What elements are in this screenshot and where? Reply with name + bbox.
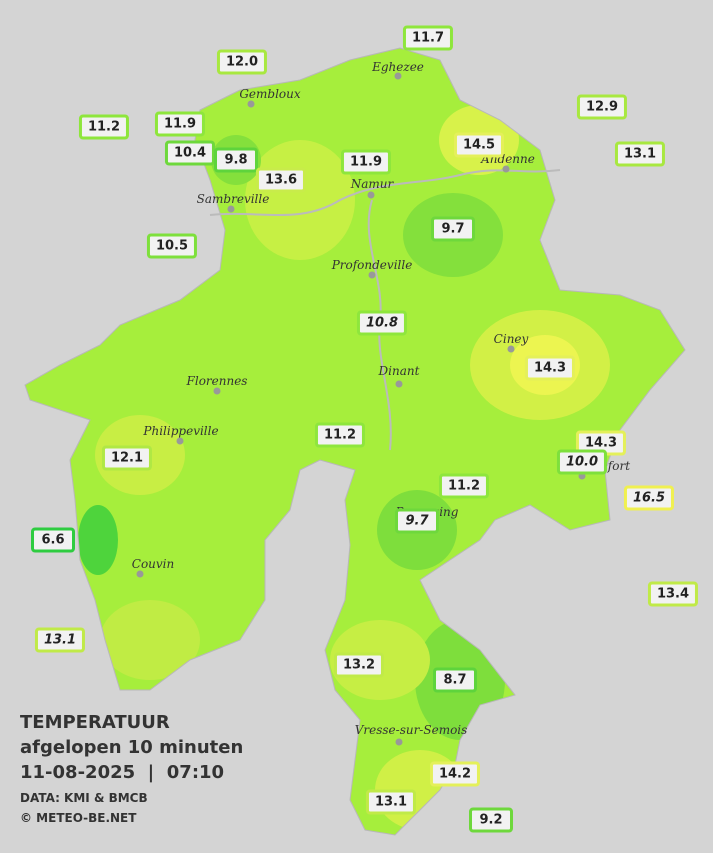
station-value: 11.9 — [340, 149, 392, 175]
legend-title: TEMPERATUUR — [20, 712, 170, 733]
station-value: 11.2 — [314, 422, 366, 448]
town-name: Dinant — [378, 364, 420, 378]
station-value: 9.7 — [431, 216, 475, 242]
legend-source: DATA: KMI & BMCB — [20, 791, 148, 805]
station-value: 13.6 — [255, 167, 307, 193]
station-value: 12.9 — [576, 94, 628, 120]
town-marker — [368, 271, 376, 279]
station-value: 6.6 — [31, 527, 75, 553]
station-value: 13.4 — [647, 581, 699, 607]
station-value: 10.4 — [164, 140, 216, 166]
town-marker — [227, 205, 235, 213]
station-value: 10.8 — [356, 310, 408, 336]
station-value: 13.1 — [34, 627, 86, 653]
station-value: 14.3 — [524, 355, 576, 381]
station-value: 14.2 — [429, 761, 481, 787]
town-name: Vresse-sur-Semois — [354, 723, 468, 737]
legend-datetime: 11-08-2025 | 07:10 — [20, 762, 225, 783]
station-value: 9.7 — [395, 508, 439, 534]
town-name: Couvin — [131, 557, 175, 571]
town-name: Ciney — [493, 332, 529, 346]
station-value: 10.0 — [556, 449, 608, 475]
station-value: 12.1 — [101, 445, 153, 471]
town-name: Namur — [350, 177, 394, 191]
town-marker — [395, 380, 403, 388]
town-marker — [367, 191, 375, 199]
town-marker — [507, 345, 515, 353]
station-value: 13.2 — [333, 652, 385, 678]
station-value: 11.2 — [438, 473, 490, 499]
station-value: 10.5 — [146, 233, 198, 259]
station-value: 11.9 — [154, 111, 206, 137]
legend-copyright: © METEO-BE.NET — [20, 811, 137, 825]
town-name: Eghezee — [372, 60, 424, 74]
station-value: 8.7 — [433, 667, 477, 693]
town-marker — [502, 165, 510, 173]
town-marker — [176, 437, 184, 445]
town-marker — [395, 738, 403, 746]
station-value: 12.0 — [216, 49, 268, 75]
station-value: 13.1 — [614, 141, 666, 167]
town-name: Profondeville — [331, 258, 413, 272]
station-value: 13.1 — [365, 789, 417, 815]
town-marker — [247, 100, 255, 108]
town-marker — [213, 387, 221, 395]
station-value: 9.8 — [214, 147, 258, 173]
legend-period: afgelopen 10 minuten — [20, 737, 244, 758]
station-value: 14.5 — [453, 132, 505, 158]
station-value: 11.2 — [78, 114, 130, 140]
station-value: 11.7 — [402, 25, 454, 51]
town-name: Gembloux — [239, 87, 301, 101]
town-marker — [394, 72, 402, 80]
town-marker — [578, 472, 586, 480]
town-name: Florennes — [186, 374, 248, 388]
station-value: 9.2 — [469, 807, 513, 833]
town-marker — [136, 570, 144, 578]
town-name: Philippeville — [143, 424, 219, 438]
station-value: 16.5 — [623, 485, 675, 511]
town-name: Sambreville — [196, 192, 270, 206]
